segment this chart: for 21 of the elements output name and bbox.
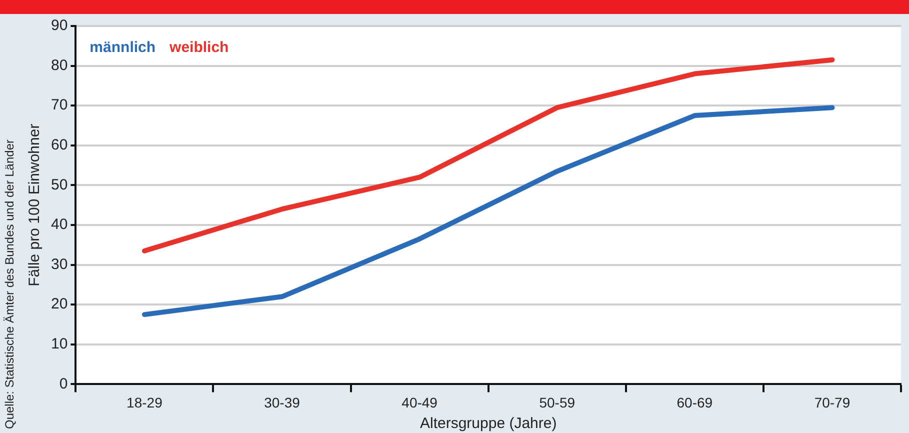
y-axis-title: Fälle pro 100 Einwohner [26,124,44,286]
x-tick-label: 30-39 [264,394,300,410]
y-tick-label: 30 [50,256,68,273]
x-axis-title: Altersgruppe (Jahre) [420,415,557,432]
x-tick-label: 40-49 [402,394,438,410]
x-tick-label: 60-69 [676,394,713,410]
y-tick-label: 20 [50,296,68,313]
text: männlich [90,39,156,56]
x-tick-label: 50-59 [539,394,576,410]
y-tick-label: 10 [50,336,68,353]
y-tick-label: 50 [50,176,68,194]
text: weiblich [168,39,229,56]
source-note: Quelle: Statistische Ämter des Bundes und der Länder [2,139,16,429]
y-tick-label: 40 [50,216,68,234]
y-tick-label: 90 [50,17,68,34]
y-tick-label: 60 [50,136,68,154]
y-tick-label: 80 [50,56,68,74]
y-tick-label: 0 [59,375,68,392]
x-tick-label: 18-29 [126,394,163,410]
x-tick-label: 70-79 [814,394,850,410]
y-tick-label: 70 [50,96,68,114]
